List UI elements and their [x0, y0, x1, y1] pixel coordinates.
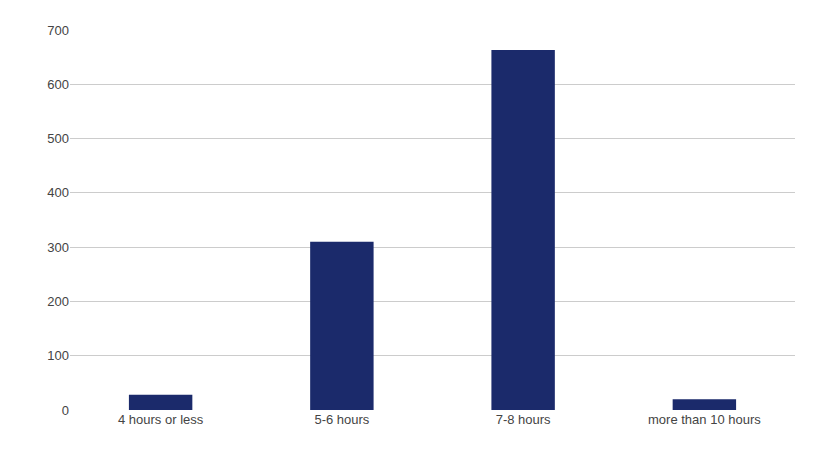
- svg-text:600: 600: [47, 77, 69, 92]
- svg-text:5-6 hours: 5-6 hours: [314, 412, 369, 427]
- svg-text:300: 300: [47, 240, 69, 255]
- svg-text:more than 10 hours: more than 10 hours: [648, 412, 761, 427]
- svg-text:200: 200: [47, 294, 69, 309]
- svg-text:4 hours or less: 4 hours or less: [118, 412, 204, 427]
- svg-text:7-8 hours: 7-8 hours: [496, 412, 551, 427]
- svg-text:500: 500: [47, 131, 69, 146]
- svg-text:700: 700: [47, 23, 69, 38]
- svg-text:0: 0: [62, 403, 69, 418]
- svg-text:400: 400: [47, 185, 69, 200]
- svg-text:100: 100: [47, 348, 69, 363]
